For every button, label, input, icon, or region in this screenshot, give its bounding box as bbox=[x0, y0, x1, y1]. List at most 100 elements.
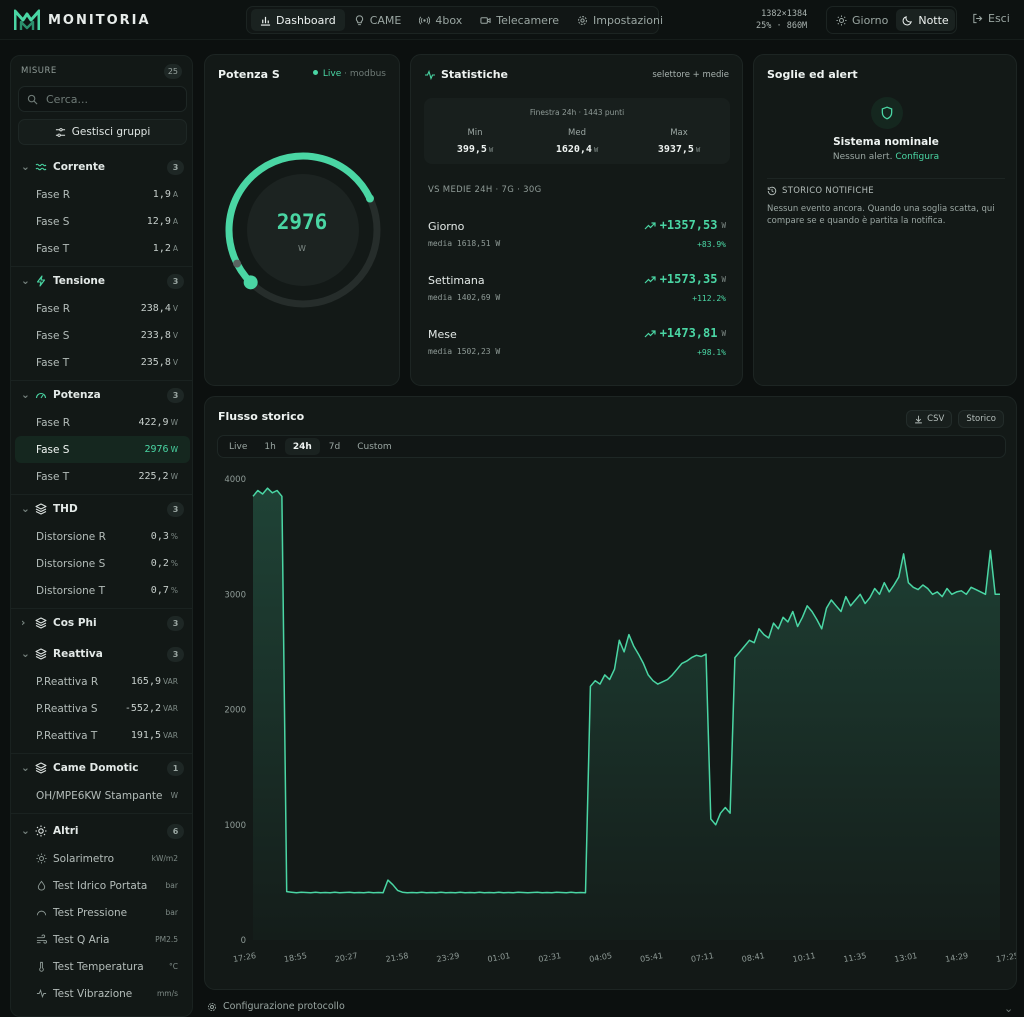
expand-icon[interactable]: ⌄ bbox=[1004, 1002, 1014, 1015]
measure-label: Test Pressione bbox=[53, 906, 128, 919]
measure-row[interactable]: Test Q Aria PM2.5 bbox=[15, 926, 190, 953]
range-1h[interactable]: 1h bbox=[264, 441, 276, 452]
comparison-name: Mese bbox=[428, 328, 457, 341]
measure-unit: W bbox=[170, 418, 178, 427]
measure-unit: A bbox=[172, 244, 178, 253]
sun-icon bbox=[35, 825, 47, 837]
measure-row[interactable]: Distorsione T 0,7% bbox=[15, 577, 190, 604]
chevron-down-icon: ⌄ bbox=[21, 825, 30, 837]
measure-row[interactable]: Fase R 1,9 A bbox=[15, 181, 190, 208]
group-header-tensione[interactable]: ⌄ Tensione 3 bbox=[11, 267, 192, 295]
csv-label: CSV bbox=[927, 414, 945, 424]
measure-label: Test Idrico Portata bbox=[53, 879, 148, 892]
measure-row[interactable]: P.Reattiva R 165,9 VAR bbox=[15, 668, 190, 695]
measure-row[interactable]: P.Reattiva T 191,5 VAR bbox=[15, 722, 190, 749]
x-tick-label: 17:25 bbox=[995, 951, 1016, 964]
range-live[interactable]: Live bbox=[229, 441, 248, 452]
y-tick-label: 1000 bbox=[224, 821, 246, 831]
group-header-corrente[interactable]: ⌄ Corrente 3 bbox=[11, 153, 192, 181]
nav-telecamere[interactable]: Telecamere bbox=[471, 9, 568, 31]
nav-impostazioni[interactable]: Impostazioni bbox=[568, 9, 672, 31]
measure-value: 0,2 bbox=[150, 558, 169, 569]
measure-row[interactable]: Fase T 235,8 V bbox=[15, 349, 190, 376]
video-icon bbox=[480, 16, 491, 24]
range-custom[interactable]: Custom bbox=[357, 441, 392, 452]
x-tick-label: 08:41 bbox=[741, 951, 765, 964]
measure-row-selected[interactable]: Fase S 2976 W bbox=[15, 436, 190, 463]
group-name: Altri bbox=[53, 825, 79, 837]
comparison-mean: media 1402,69 W bbox=[428, 293, 501, 302]
range-24h[interactable]: 24h bbox=[284, 438, 320, 455]
measure-row[interactable]: Fase R 238,4 V bbox=[15, 295, 190, 322]
x-tick-label: 20:27 bbox=[334, 951, 358, 964]
history-button[interactable]: Storico bbox=[958, 410, 1004, 428]
measure-row[interactable]: Fase T 1,2 A bbox=[15, 235, 190, 262]
group-header-thd[interactable]: ⌄ THD 3 bbox=[11, 495, 192, 523]
measure-value: 1,9 bbox=[152, 189, 171, 200]
group-header-altri[interactable]: ⌄ Altri 6 bbox=[11, 817, 192, 845]
bar-chart-icon bbox=[260, 16, 271, 26]
group-header-came-domotic[interactable]: ⌄ Came Domotic 1 bbox=[11, 754, 192, 782]
measure-row[interactable]: Distorsione R 0,3% bbox=[15, 523, 190, 550]
comparison-delta-unit: W bbox=[721, 220, 726, 230]
comparison-percent: +98.1% bbox=[697, 348, 726, 357]
divider bbox=[11, 266, 192, 267]
measure-label: Distorsione R bbox=[36, 530, 106, 543]
nav-came[interactable]: CAME bbox=[345, 9, 411, 31]
group-header-potenza[interactable]: ⌄ Potenza 3 bbox=[11, 381, 192, 409]
measure-value: 422,9 bbox=[138, 417, 169, 428]
screen-resolution: 1382×1384 bbox=[761, 9, 808, 19]
logo[interactable]: MONITORIA bbox=[14, 8, 151, 32]
measure-label: Fase T bbox=[36, 470, 70, 483]
group-header-cos-phi[interactable]: › Cos Phi 3 bbox=[11, 609, 192, 637]
chevron-down-icon: ⌄ bbox=[21, 762, 30, 774]
measure-unit: W bbox=[170, 472, 178, 481]
measure-unit: V bbox=[172, 331, 178, 340]
measure-row[interactable]: Fase S 233,8 V bbox=[15, 322, 190, 349]
measure-row[interactable]: OH/MPE6KW Stampante W bbox=[15, 782, 190, 809]
measure-row[interactable]: Test Pressione bar bbox=[15, 899, 190, 926]
measure-row[interactable]: Fase R 422,9 W bbox=[15, 409, 190, 436]
manage-groups-button[interactable]: Gestisci gruppi bbox=[18, 119, 187, 145]
x-tick-label: 04:05 bbox=[588, 951, 612, 964]
group-name: Potenza bbox=[53, 389, 101, 401]
chevron-right-icon: › bbox=[21, 617, 26, 629]
measure-row[interactable]: Test Idrico Portata bar bbox=[15, 872, 190, 899]
measure-row[interactable]: Test Vibrazione mm/s bbox=[15, 980, 190, 1007]
nav-dashboard[interactable]: Dashboard bbox=[251, 9, 345, 31]
waves-icon bbox=[35, 163, 47, 171]
nav-4box[interactable]: 4box bbox=[410, 9, 471, 31]
search-icon bbox=[27, 94, 38, 104]
logout-label: Esci bbox=[988, 12, 1010, 25]
measure-value: 233,8 bbox=[140, 330, 171, 341]
measure-row[interactable]: Fase T 225,2 W bbox=[15, 463, 190, 490]
measure-row[interactable]: P.Reattiva S -552,2 VAR bbox=[15, 695, 190, 722]
notification-history-heading: STORICO NOTIFICHE bbox=[767, 186, 874, 196]
measure-row[interactable]: Test Temperatura °C bbox=[15, 953, 190, 980]
logout-button[interactable]: Esci bbox=[972, 12, 1010, 25]
x-tick-label: 07:11 bbox=[690, 951, 714, 964]
measure-value: 238,4 bbox=[140, 303, 171, 314]
theme-night-button[interactable]: Notte bbox=[896, 9, 955, 31]
chevron-down-icon: ⌄ bbox=[21, 161, 30, 173]
x-tick-label: 21:58 bbox=[385, 951, 409, 964]
measure-value: 0,7 bbox=[150, 585, 169, 596]
theme-day-button[interactable]: Giorno bbox=[830, 9, 894, 31]
group-header-reattiva[interactable]: ⌄ Reattiva 3 bbox=[11, 640, 192, 668]
measure-row[interactable]: Solarimetro kW/m2 bbox=[15, 845, 190, 872]
search-input[interactable] bbox=[46, 92, 166, 106]
range-7d[interactable]: 7d bbox=[328, 441, 341, 452]
gauge-unit: W bbox=[298, 244, 306, 253]
configure-link[interactable]: Configura bbox=[895, 152, 940, 162]
measure-label: Fase S bbox=[36, 329, 70, 342]
system-status: Sistema nominale bbox=[833, 136, 939, 148]
protocol-config-link[interactable]: Configurazione protocollo bbox=[207, 1001, 345, 1012]
stat-min-label: Min bbox=[467, 128, 483, 138]
group-came-domotic: ⌄ Came Domotic 1 OH/MPE6KW Stampante W bbox=[11, 754, 192, 818]
csv-export-button[interactable]: CSV bbox=[906, 410, 953, 428]
y-tick-label: 2000 bbox=[224, 706, 246, 716]
measure-row[interactable]: Distorsione S 0,2% bbox=[15, 550, 190, 577]
measure-label: Fase T bbox=[36, 242, 70, 255]
measure-row[interactable]: Fase S 12,9 A bbox=[15, 208, 190, 235]
live-indicator: Live · modbus bbox=[312, 69, 386, 79]
